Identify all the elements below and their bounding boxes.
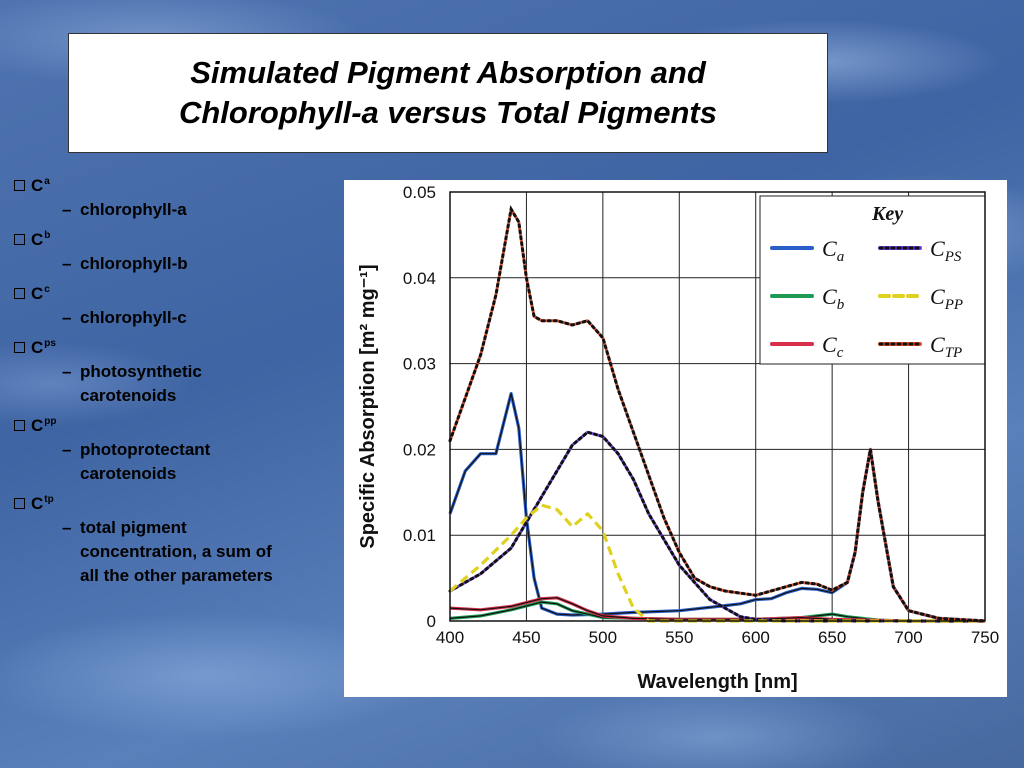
series-Ca-line bbox=[448, 392, 986, 623]
x-tick-label: 700 bbox=[894, 628, 922, 647]
bullet-symbol: C bbox=[31, 494, 44, 513]
y-tick-label: 0 bbox=[427, 612, 436, 631]
series-Cps-line bbox=[448, 430, 987, 623]
bullet-box-icon bbox=[14, 288, 25, 299]
bullet-symbol: C bbox=[31, 230, 44, 249]
bullet-desc: – chlorophyll-a bbox=[62, 198, 342, 222]
bullet-desc-line: total pigment bbox=[80, 518, 187, 537]
legend-label-Ctp: CTP bbox=[930, 332, 962, 361]
bullet-desc: – chlorophyll-b bbox=[62, 252, 342, 276]
y-axis-title: Specific Absorption [m² mg⁻¹] bbox=[357, 264, 379, 548]
bullet-desc: – chlorophyll-c bbox=[62, 306, 342, 330]
bullet-symbol: C bbox=[31, 416, 44, 435]
bullet-desc: – total pigment concentration, a sum of … bbox=[62, 516, 342, 588]
x-tick-label: 450 bbox=[512, 628, 540, 647]
bullet-symbol: C bbox=[31, 338, 44, 357]
bullet-subscript: a bbox=[44, 176, 50, 187]
bullet-desc-text: photoprotectant carotenoids bbox=[80, 438, 210, 486]
bullet-box-icon bbox=[14, 342, 25, 353]
bullet-desc-line: carotenoids bbox=[80, 386, 177, 405]
bullet-desc-line: concentration, a sum of bbox=[80, 542, 272, 561]
bullet-subscript: c bbox=[44, 284, 50, 295]
bullet-desc-text: chlorophyll-c bbox=[80, 308, 187, 327]
bullet-desc-line: photoprotectant bbox=[80, 440, 211, 459]
bullet-subscript: pp bbox=[44, 416, 57, 427]
bullet-box-icon bbox=[14, 498, 25, 509]
bullet-symbol: C bbox=[31, 284, 44, 303]
axes: 400 450 500 550 600 650 700 750 0 0.01 0.02 0.03 0.0… bbox=[357, 183, 999, 693]
bullet-symbol: C bbox=[31, 176, 44, 195]
x-tick-label: 750 bbox=[971, 628, 999, 647]
series-lines bbox=[448, 204, 987, 623]
chart-panel: Key Ca CPS Cb CPP Cc CTP 400 450 500 550 600 650 700… bbox=[344, 180, 1007, 697]
title-box: Simulated Pigment Absorption and Chlorop… bbox=[68, 33, 828, 153]
bullet-desc: – photoprotectant carotenoids bbox=[62, 438, 342, 486]
y-tick-label: 0.05 bbox=[403, 183, 436, 202]
plot-frame bbox=[449, 191, 986, 622]
series-Cpp-line bbox=[448, 503, 985, 623]
y-tick-label: 0.03 bbox=[403, 355, 436, 374]
legend-title: Key bbox=[871, 203, 903, 225]
bullet-subscript: tp bbox=[44, 494, 54, 505]
bullet-box-icon bbox=[14, 234, 25, 245]
y-tick-label: 0.01 bbox=[403, 526, 436, 545]
y-tick-label: 0.04 bbox=[403, 269, 436, 288]
slide-title-line-1: Simulated Pigment Absorption and bbox=[190, 55, 706, 90]
series-Ctp-line bbox=[448, 204, 987, 623]
slide-title-line-2: Chlorophyll-a versus Total Pigments bbox=[178, 95, 717, 130]
bullet-desc: – photosynthetic carotenoids bbox=[62, 360, 342, 408]
legend-label-Ca: Ca bbox=[822, 236, 844, 265]
legend-label-Cb: Cb bbox=[822, 284, 845, 313]
x-tick-label: 550 bbox=[665, 628, 693, 647]
bullet-desc-text: total pigment concentration, a sum of al… bbox=[80, 516, 273, 588]
y-tick-label: 0.02 bbox=[403, 440, 436, 459]
bullet-desc-line: carotenoids bbox=[80, 464, 177, 483]
bullet-box-icon bbox=[14, 180, 25, 191]
absorption-chart: Key Ca CPS Cb CPP Cc CTP 400 450 500 550 600 650 700… bbox=[357, 183, 999, 693]
legend-label-Cps: CPS bbox=[930, 236, 962, 265]
bullet-subscript: ps bbox=[44, 338, 56, 349]
x-tick-label: 400 bbox=[436, 628, 464, 647]
bullet-desc-text: chlorophyll-b bbox=[80, 254, 188, 273]
bullet-desc-text: photosynthetic carotenoids bbox=[80, 360, 202, 408]
bullet-desc-text: chlorophyll-a bbox=[80, 200, 187, 219]
bullet-desc-line: photosynthetic bbox=[80, 362, 202, 381]
bullet-desc-line: all the other parameters bbox=[80, 566, 273, 585]
x-tick-label: 600 bbox=[742, 628, 770, 647]
x-axis-title: Wavelength [nm] bbox=[637, 671, 797, 693]
bullet-box-icon bbox=[14, 420, 25, 431]
legend-label-Cpp: CPP bbox=[930, 284, 963, 313]
series-Cps-underlay bbox=[449, 430, 985, 623]
series-Ca-edge bbox=[449, 393, 986, 622]
legend: Key Ca CPS Cb CPP Cc CTP bbox=[759, 195, 986, 365]
x-tick-label: 500 bbox=[589, 628, 617, 647]
x-tick-label: 650 bbox=[818, 628, 846, 647]
bullet-subscript: b bbox=[44, 230, 51, 241]
legend-box bbox=[759, 195, 986, 365]
legend-label-Cc: Cc bbox=[822, 332, 844, 361]
series-Cc-edge bbox=[449, 597, 985, 622]
